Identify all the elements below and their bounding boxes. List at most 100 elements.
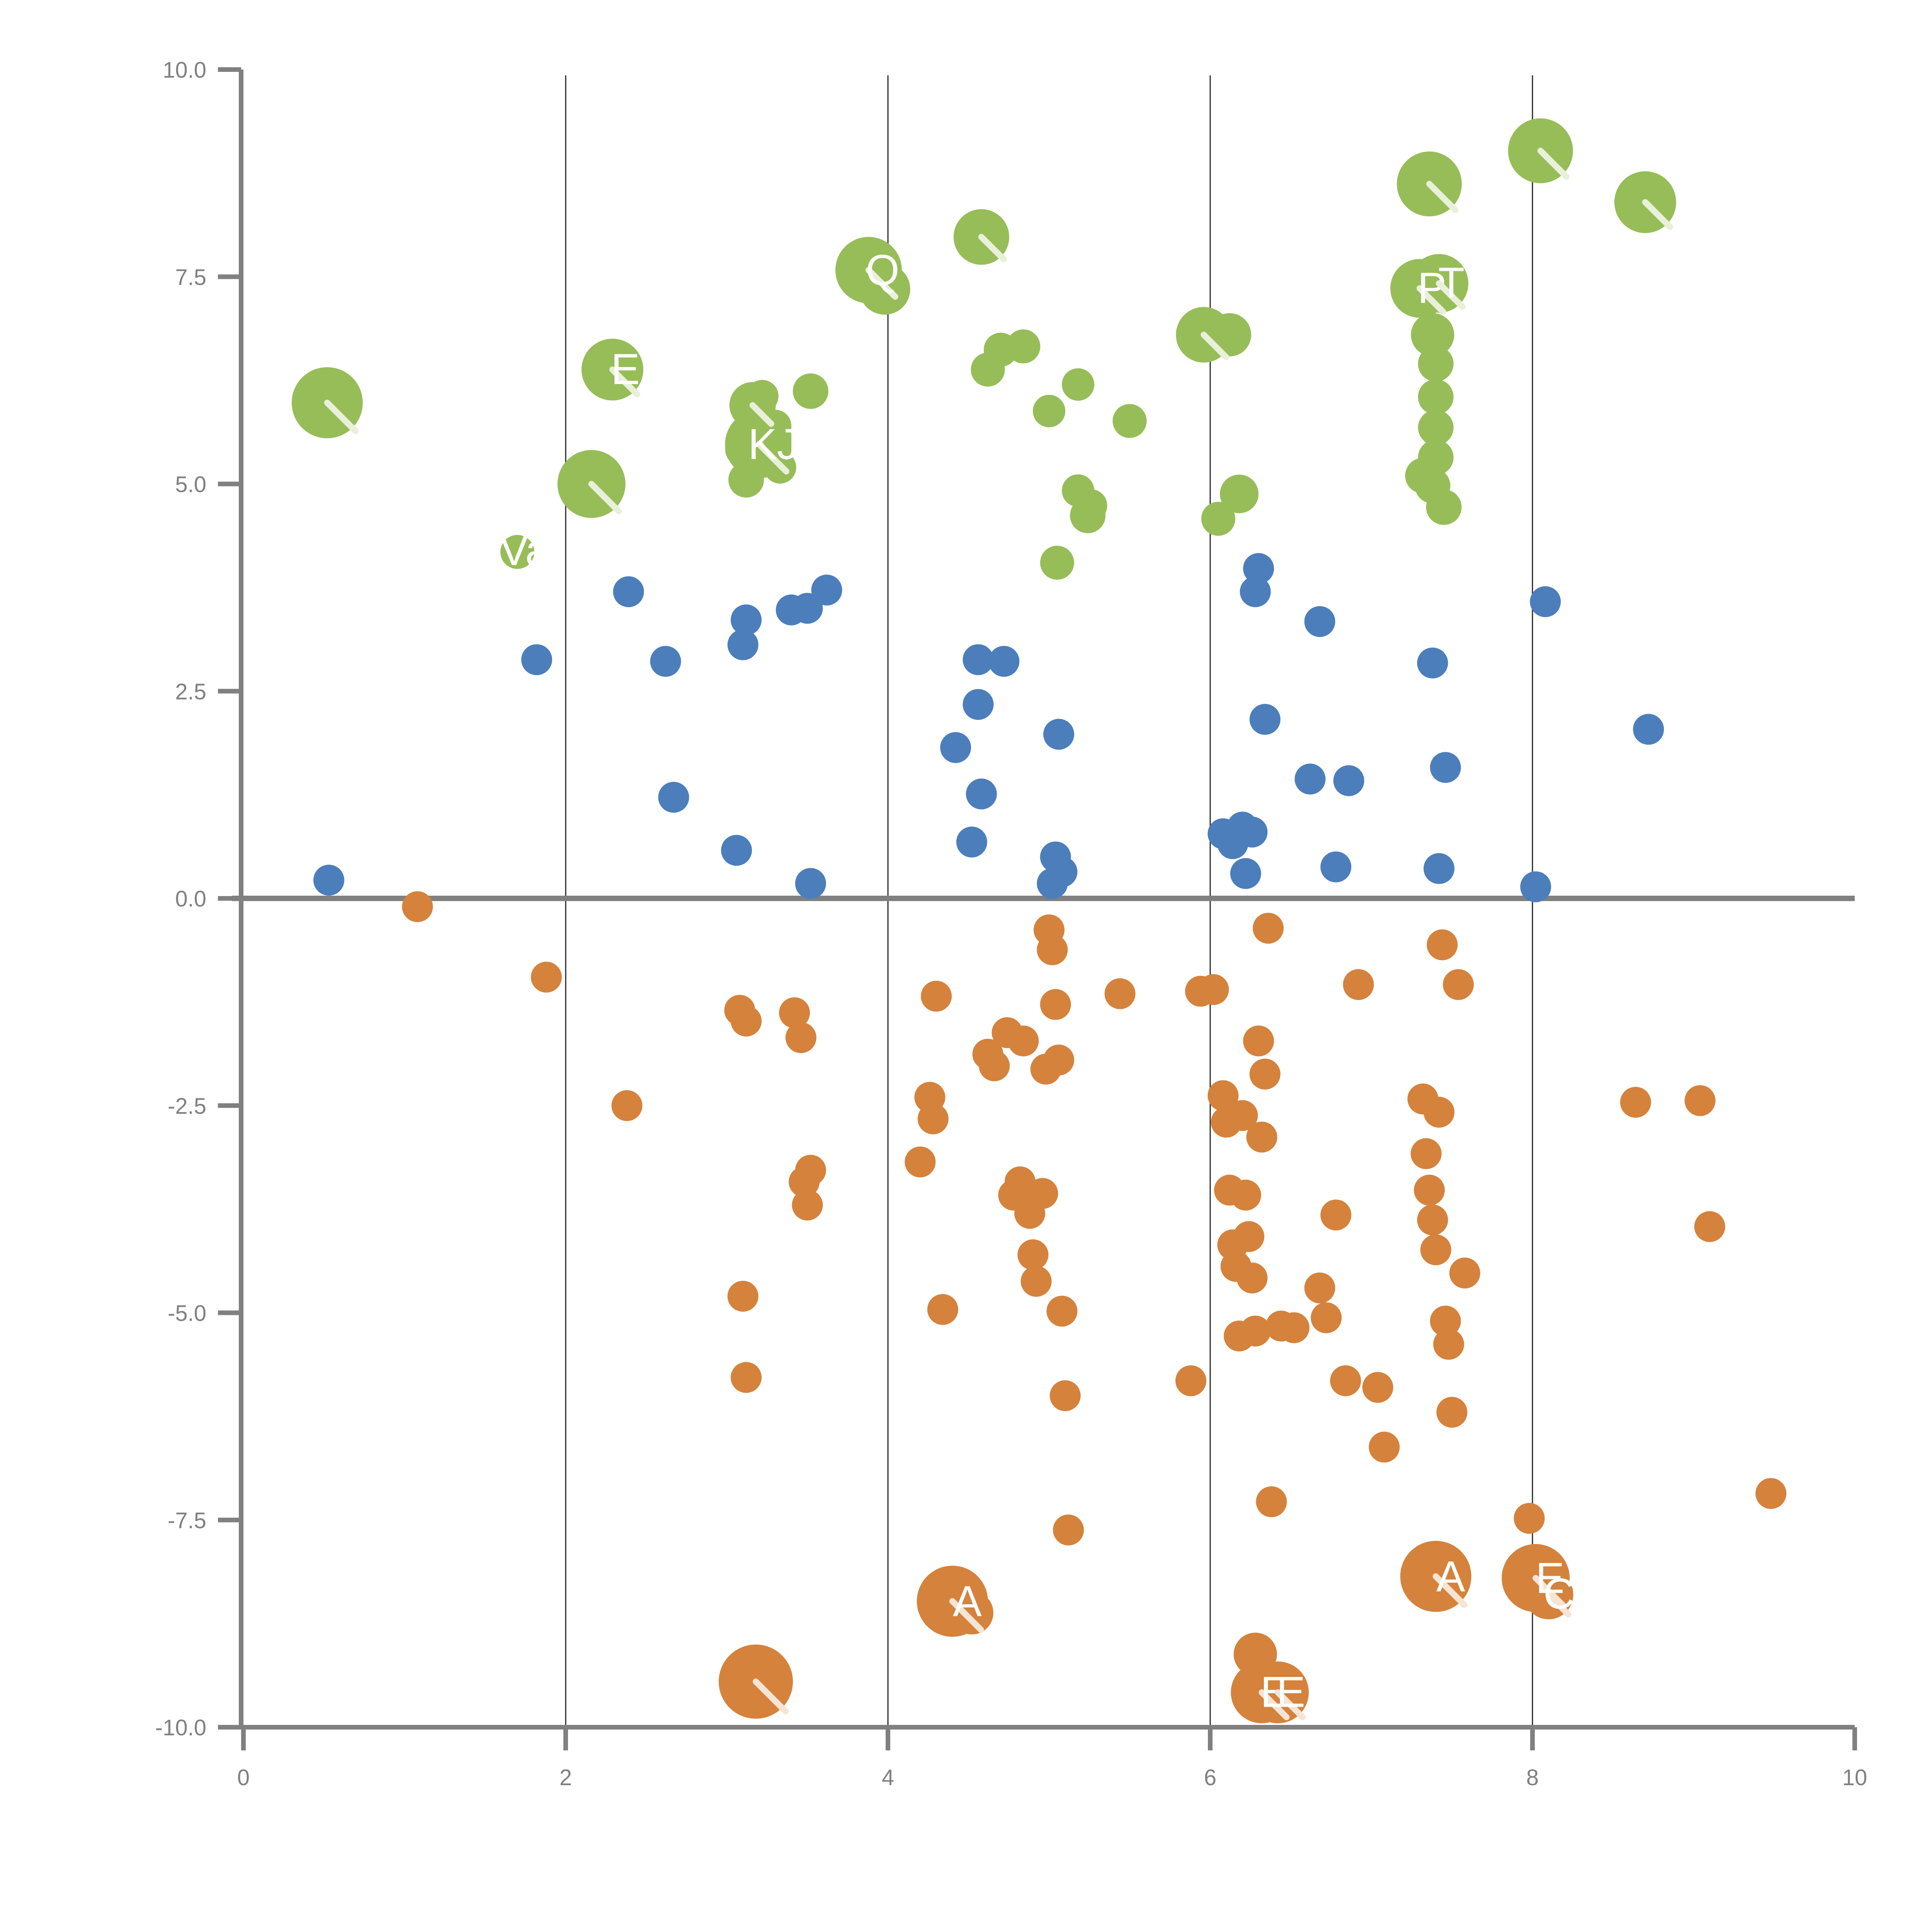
data-point[interactable]: [1049, 1380, 1081, 1411]
data-point[interactable]: [1417, 1204, 1448, 1236]
data-point[interactable]: [1449, 1257, 1480, 1289]
data-point[interactable]: [1006, 329, 1041, 364]
data-point[interactable]: [1436, 1396, 1468, 1428]
data-point[interactable]: [966, 778, 997, 810]
data-point[interactable]: [1620, 1087, 1651, 1118]
data-point[interactable]: [1246, 1121, 1277, 1153]
data-point[interactable]: [1433, 1329, 1464, 1360]
data-point[interactable]: [1520, 871, 1551, 902]
data-point[interactable]: [1694, 1211, 1725, 1242]
data-point[interactable]: [792, 1189, 823, 1221]
data-point[interactable]: [1684, 1085, 1716, 1116]
data-point[interactable]: [731, 1005, 762, 1037]
data-point[interactable]: [1027, 1178, 1058, 1209]
data-point[interactable]: [1294, 764, 1326, 795]
data-point[interactable]: [1443, 969, 1474, 1000]
data-point[interactable]: [1240, 1315, 1271, 1347]
data-point[interactable]: [1311, 1302, 1342, 1333]
data-point[interactable]: [905, 1146, 936, 1178]
data-point[interactable]: [1333, 765, 1364, 796]
data-point[interactable]: [1411, 313, 1454, 357]
data-point[interactable]: [1633, 714, 1664, 745]
data-point[interactable]: [1233, 1221, 1265, 1252]
data-point[interactable]: [731, 1362, 762, 1393]
data-points-layer[interactable]: [291, 118, 1787, 1723]
data-point[interactable]: [1230, 1179, 1261, 1211]
data-point[interactable]: [1198, 974, 1229, 1005]
data-point[interactable]: [795, 1155, 826, 1186]
data-point[interactable]: [1430, 1305, 1461, 1337]
data-point[interactable]: [792, 593, 823, 624]
data-point[interactable]: [1320, 1199, 1352, 1231]
data-point[interactable]: [927, 1294, 958, 1325]
data-point[interactable]: [1423, 1097, 1455, 1128]
data-point[interactable]: [650, 646, 681, 677]
data-point[interactable]: [727, 1281, 759, 1312]
data-point[interactable]: [611, 1090, 643, 1121]
data-point[interactable]: [1405, 458, 1441, 494]
data-point[interactable]: [1530, 586, 1561, 617]
data-point[interactable]: [1278, 1312, 1310, 1344]
data-point[interactable]: [988, 646, 1020, 677]
data-point[interactable]: [1230, 858, 1261, 889]
data-point[interactable]: [1430, 752, 1461, 783]
data-point[interactable]: [1253, 913, 1284, 944]
data-point[interactable]: [1020, 1265, 1052, 1297]
data-point[interactable]: [613, 576, 644, 607]
data-point[interactable]: [921, 981, 952, 1012]
data-point[interactable]: [963, 644, 994, 675]
data-point[interactable]: [1423, 853, 1455, 884]
data-point[interactable]: [1514, 1503, 1545, 1534]
data-point[interactable]: [1320, 851, 1352, 883]
data-point[interactable]: [1420, 1234, 1451, 1265]
data-point[interactable]: [779, 997, 810, 1029]
data-point[interactable]: [1017, 1239, 1049, 1270]
data-point[interactable]: [1330, 1365, 1361, 1396]
data-point[interactable]: [1417, 647, 1448, 679]
data-point[interactable]: [521, 644, 552, 675]
data-point[interactable]: [795, 868, 826, 899]
data-point[interactable]: [1037, 934, 1068, 965]
data-point[interactable]: [950, 1591, 993, 1634]
data-point[interactable]: [1008, 1025, 1039, 1056]
data-point[interactable]: [1243, 1025, 1274, 1056]
data-point[interactable]: [793, 373, 828, 409]
data-point[interactable]: [402, 891, 433, 922]
data-point[interactable]: [1256, 1486, 1287, 1517]
data-point[interactable]: [940, 732, 971, 763]
data-point[interactable]: [1304, 606, 1335, 637]
data-point[interactable]: [313, 864, 345, 896]
data-point[interactable]: [1046, 856, 1078, 888]
data-point[interactable]: [531, 961, 562, 993]
data-point[interactable]: [1046, 1296, 1078, 1327]
data-point[interactable]: [963, 689, 994, 720]
data-point[interactable]: [500, 535, 534, 569]
data-point[interactable]: [1369, 1431, 1400, 1463]
data-point[interactable]: [1040, 546, 1074, 580]
data-point[interactable]: [1236, 1262, 1268, 1294]
data-point[interactable]: [731, 604, 762, 636]
data-point[interactable]: [1243, 553, 1274, 584]
data-point[interactable]: [1249, 1058, 1281, 1090]
data-point[interactable]: [727, 629, 759, 660]
data-point[interactable]: [1208, 1080, 1239, 1111]
data-point[interactable]: [1410, 1138, 1442, 1169]
data-point[interactable]: [1043, 1044, 1075, 1076]
data-point[interactable]: [1104, 978, 1136, 1009]
data-point[interactable]: [1220, 474, 1259, 514]
data-point[interactable]: [658, 782, 689, 813]
data-point[interactable]: [1175, 1365, 1206, 1396]
data-point[interactable]: [956, 827, 987, 858]
data-point[interactable]: [1418, 346, 1454, 382]
data-point[interactable]: [1040, 989, 1071, 1020]
data-point[interactable]: [979, 1050, 1010, 1082]
data-point[interactable]: [1053, 1514, 1084, 1546]
data-point[interactable]: [1062, 368, 1095, 401]
data-point[interactable]: [1418, 410, 1454, 446]
data-point[interactable]: [1043, 719, 1075, 750]
data-point[interactable]: [1201, 502, 1235, 536]
data-point[interactable]: [785, 1022, 816, 1053]
data-point[interactable]: [1343, 969, 1374, 1000]
data-point[interactable]: [1075, 489, 1107, 522]
data-point[interactable]: [1236, 816, 1268, 848]
